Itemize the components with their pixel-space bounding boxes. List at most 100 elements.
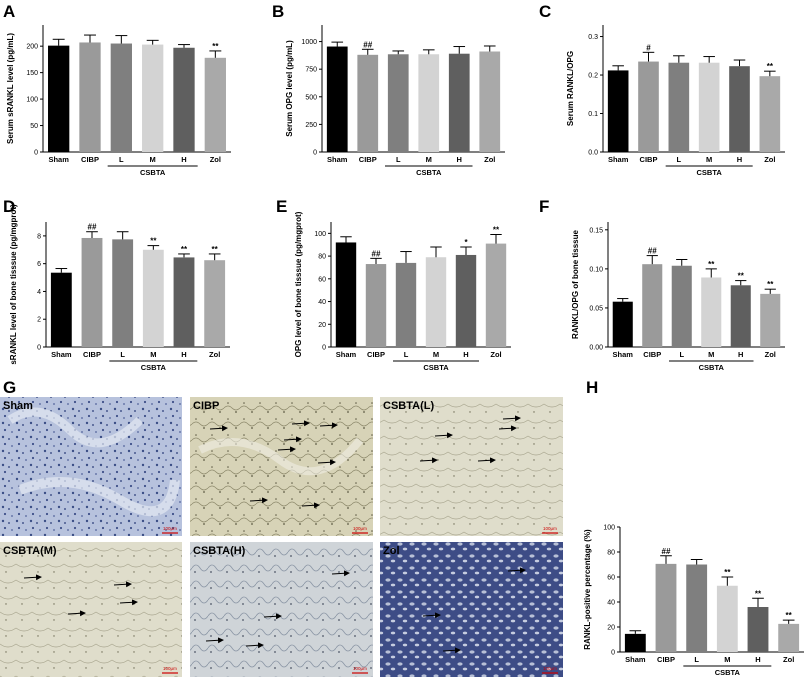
chart-e: 0 20 40 60 80 100 OPG level of bone tisssue (p… [294,211,511,372]
bar [485,243,507,347]
panel-letter-g: G [3,378,16,397]
bar [173,257,195,347]
y-tick-label: 1000 [301,39,317,46]
micrograph-label-cibp: CIBP [193,400,219,412]
bar [395,262,417,347]
category-label: Sham [613,350,634,359]
arrow [317,459,336,466]
micrograph-sham: Sham 100μm [0,397,182,536]
y-tick-label: 0 [611,650,615,657]
y-tick-label: 80 [607,550,615,557]
bar [479,51,501,152]
micrograph-grid: Sham 100μm CIBP 100μm CSBTA(L) [0,397,563,677]
group-label: CSBTA [699,363,725,372]
arrow [291,420,310,427]
category-label: M [150,155,156,164]
y-tick-label: 8 [37,233,41,240]
arrow [422,612,441,619]
category-label: Zol [484,155,495,164]
significance-label: * [464,238,468,247]
group-label: CSBTA [423,363,449,372]
bar [173,47,195,152]
arrow [23,574,42,581]
bar [655,563,677,652]
arrow [507,567,526,574]
category-label: M [433,350,439,359]
arrow [249,497,268,504]
panel-letter-a: A [3,2,15,21]
y-tick-label: 6 [37,261,41,268]
y-tick-label: 100 [603,525,615,532]
y-axis-label: OPG level of bone tisssue (pg/mgprot) [294,211,303,357]
y-tick-label: 150 [26,70,38,77]
y-axis-label: Serum RANKL/OPG [566,51,575,126]
y-axis-label: Serum sRANKL level (pg/mL) [6,33,15,144]
category-label: Zol [490,350,501,359]
significance-label: ## [648,247,657,256]
micrograph-label-csbta-h: CSBTA(H) [193,545,246,557]
y-tick-label: 200 [26,44,38,51]
group-label: CSBTA [416,168,442,177]
bar [79,42,101,152]
category-label: M [706,155,712,164]
panel-letter-c: C [539,2,551,21]
chart-f: 0.00 0.05 0.10 0.15 RANKL/OPG of bone tisssu… [571,222,785,372]
bar [365,264,387,347]
y-tick-label: 0.10 [589,266,603,273]
group-label: CSBTA [140,168,166,177]
panel-letter-b: B [272,2,284,21]
y-axis-label: Serum OPG level (pg/mL) [285,40,294,137]
significance-label: ** [767,62,774,71]
bar [701,277,722,347]
category-label: H [738,350,743,359]
significance-label: ## [88,223,97,232]
arrow [498,425,517,432]
category-label: Sham [625,655,646,664]
category-label: L [679,350,684,359]
y-tick-label: 0.00 [589,345,603,352]
category-label: CIBP [367,350,385,359]
bar [48,45,70,153]
arrow [113,581,132,588]
micrograph-label-csbta-l: CSBTA(L) [383,400,434,412]
significance-label: ** [724,568,731,577]
arrow [477,457,496,464]
significance-label: # [646,43,651,52]
bar [716,585,738,652]
category-label: Sham [608,155,629,164]
y-tick-label: 0 [37,345,41,352]
bar [326,46,348,152]
y-tick-label: 60 [607,575,615,582]
bar [730,285,751,347]
significance-label: ** [738,272,745,281]
y-tick-label: 0.15 [589,227,603,234]
category-label: Zol [783,655,794,664]
bar [638,61,659,152]
y-axis-label: sRANKL level of bone tisssue (pg/mgprot) [9,204,18,365]
bar [142,249,164,347]
bar [612,301,633,347]
significance-label: ## [662,547,671,556]
y-tick-label: 0.05 [589,305,603,312]
micrograph-csbta-l: CSBTA(L) 100μm [380,397,563,536]
chart-d: 0 2 4 6 8 sRANKL level of bone tisssue (pg/mg… [9,204,230,372]
arrow [277,446,296,453]
bar [607,70,629,152]
arrow [263,613,282,620]
scale-bar-label-csbta-l: 100μm [543,526,557,531]
scale-bar-label-sham: 100μm [163,526,177,531]
micrograph-csbta-m: CSBTA(M) 100μm [0,542,182,677]
y-tick-label: 0.2 [588,73,598,80]
micrograph-zol: Zol 100μm [380,542,563,677]
chart-c: 0.0 0.1 0.2 0.3 Serum RANKL/OPG Sham # CIBP L M H *… [566,25,785,177]
bar [357,54,379,152]
category-label: Zol [210,155,221,164]
category-label: L [694,655,699,664]
panel-letter-h: H [586,378,598,397]
panel-letter-e: E [276,197,287,216]
bar [671,265,692,347]
significance-label: ** [767,280,774,289]
group-label: CSBTA [141,363,167,372]
bar [686,564,708,652]
